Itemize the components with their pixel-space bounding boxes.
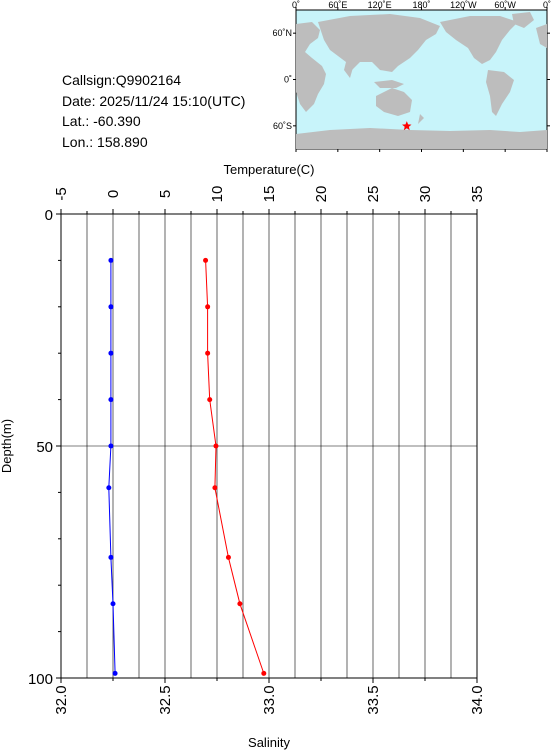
salinity-point [110,601,116,607]
temperature-point [213,443,219,449]
temperature-tick-label: -5 [53,187,70,200]
temperature-tick-label: 20 [313,186,330,203]
salinity-point [108,304,114,310]
map-top-labels: 0˚ 60˚E 120˚E 180˚ 120˚W 60˚W 0˚ [292,0,551,10]
salinity-tick-label: 33.5 [365,685,382,714]
salinity-point [106,485,112,491]
temperature-tick-label: 10 [209,186,226,203]
depth-tick-label: 100 [28,671,53,688]
temperature-tick-label: 5 [157,190,174,198]
land-indonesia [374,80,404,88]
temperature-axis: -5 0 5 10 15 20 25 30 35 [53,186,486,214]
depth-tick-label: 0 [45,207,53,224]
salinity-point [108,350,114,356]
temperature-point [212,485,218,491]
land-south-america [486,70,514,116]
map-side-label: 60˚S [273,121,292,131]
station-marker-star-icon [402,121,412,131]
map-top-label: 0˚ [292,0,300,10]
temperature-point [237,601,243,607]
salinity-axis: 32.0 32.5 33.0 33.5 34.0 [53,678,486,715]
latitude-text: Lat.: -60.390 [62,113,141,129]
salinity-tick-label: 34.0 [469,685,486,714]
temperature-axis-title: Temperature(C) [223,162,314,177]
temperature-tick-label: 30 [417,186,434,203]
longitude-text: Lon.: 158.890 [62,133,148,150]
map-land [296,12,547,149]
temperature-line [205,260,265,674]
temperature-point [225,554,231,560]
salinity-tick-label: 32.0 [53,685,70,714]
map-top-label: 0˚ [543,0,551,10]
salinity-point [112,670,118,676]
land-antarctica [296,128,547,149]
map-top-label: 120˚W [450,0,477,10]
salinity-tick-label: 33.0 [261,685,278,714]
land-new-zealand [418,114,424,124]
depth-tick-label: 50 [36,439,53,456]
land-europe-africa [296,22,326,112]
salinity-tick-label: 32.5 [157,685,174,714]
chart-grid [61,214,477,678]
temperature-point [203,257,209,263]
temperature-tick-label: 0 [105,190,122,198]
land-europe-right [536,24,547,48]
temperature-point [207,397,213,403]
map-side-labels: 60˚N 0˚ 60˚S [272,28,292,131]
temperature-point [261,670,267,676]
salinity-line [108,260,116,674]
temperature-tick-label: 25 [365,186,382,203]
salinity-point [108,397,114,403]
map-top-label: 180˚ [412,0,430,10]
map-frame-ticks [293,7,550,152]
temperature-tick-label: 15 [261,186,278,203]
salinity-axis-title: Salinity [248,735,290,750]
callsign-text: Callsign:Q9902164 [62,72,182,88]
map-side-label: 0˚ [284,75,292,85]
temperature-point [205,350,211,356]
land-north-america [440,16,518,64]
map-top-label: 60˚E [328,0,347,10]
map-side-label: 60˚N [272,28,292,38]
land-asia [318,14,440,72]
profile-series [106,257,267,676]
map-top-label: 60˚W [494,0,516,10]
temperature-point [205,304,211,310]
station-info: Callsign:Q9902164 Date: 2025/11/24 15:10… [62,70,245,152]
depth-axis: 0 50 100 [28,207,61,688]
map-top-label: 120˚E [368,0,392,10]
land-australia [376,88,412,116]
salinity-point [108,443,114,449]
salinity-point [108,257,114,263]
temperature-tick-label: 35 [469,186,486,203]
date-text: Date: 2025/11/24 15:10(UTC) [62,92,246,109]
salinity-point [108,554,114,560]
depth-axis-title: Depth(m) [0,419,14,473]
land-greenland [512,12,534,28]
land-india [344,62,354,78]
